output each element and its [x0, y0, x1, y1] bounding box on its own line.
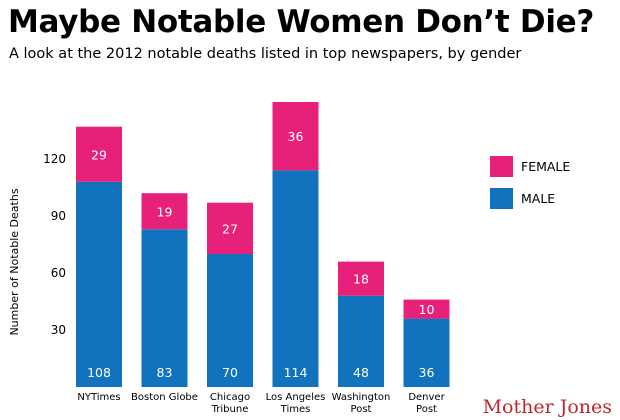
- x-axis-labels: NYTimes Boston Globe Chicago Tribune Los Ang…: [77, 392, 445, 415]
- y-axis-ticks: 30 60 90 120: [43, 152, 66, 337]
- bar-female: [403, 299, 450, 319]
- legend-swatch: [490, 156, 513, 177]
- x-tick-label: Boston Globe: [131, 392, 198, 403]
- bar-male: [338, 295, 384, 387]
- x-tick-label: Los Angeles Times: [266, 392, 326, 415]
- bar-female: [141, 193, 188, 230]
- bar-male: [207, 254, 253, 387]
- x-tick-label: Chicago Tribune: [210, 392, 250, 415]
- data-label-male: 36: [419, 365, 435, 380]
- data-label-male: 108: [87, 365, 111, 380]
- y-tick-label: 30: [51, 323, 66, 337]
- chart-subtitle: A look at the 2012 notable deaths listed…: [9, 46, 522, 62]
- bar-male: [141, 229, 188, 387]
- x-tick-label: Washington Post: [332, 392, 391, 415]
- x-tick-label: NYTimes: [77, 392, 120, 403]
- bar-female: [76, 126, 122, 182]
- legend-label: FEMALE: [521, 159, 570, 174]
- bar-female: [272, 102, 319, 171]
- legend-label: MALE: [521, 191, 555, 206]
- data-label-female: 19: [157, 204, 173, 219]
- data-label-female: 36: [288, 129, 304, 144]
- bar-male: [403, 318, 450, 387]
- chart-title: Maybe Notable Women Don’t Die?: [8, 4, 595, 40]
- bar-male: [272, 170, 319, 387]
- y-axis-label: Number of Notable Deaths: [8, 188, 21, 335]
- y-tick-label: 60: [51, 266, 66, 280]
- y-axis-label-group: Number of Notable Deaths: [8, 188, 21, 335]
- data-label-female: 18: [353, 272, 369, 287]
- data-label-male: 70: [222, 365, 238, 380]
- y-tick-label: 120: [43, 152, 66, 166]
- bar-male: [76, 181, 122, 387]
- data-label-female: 10: [419, 302, 435, 317]
- data-label-male: 114: [284, 365, 308, 380]
- y-tick-label: 90: [51, 209, 66, 223]
- data-label-female: 29: [91, 147, 107, 162]
- data-label-male: 83: [157, 365, 173, 380]
- bars: 108 29 83 19 70 27 114 36 48 18 36 10: [76, 102, 450, 387]
- legend-swatch: [490, 188, 513, 209]
- legend: FEMALE MALE: [490, 156, 570, 209]
- x-tick-label: Denver Post: [408, 392, 445, 415]
- bar-female: [338, 261, 384, 296]
- mother-jones-logo: Mother Jones: [482, 396, 612, 418]
- bar-female: [207, 202, 253, 254]
- data-label-female: 27: [222, 221, 238, 236]
- data-label-male: 48: [353, 365, 369, 380]
